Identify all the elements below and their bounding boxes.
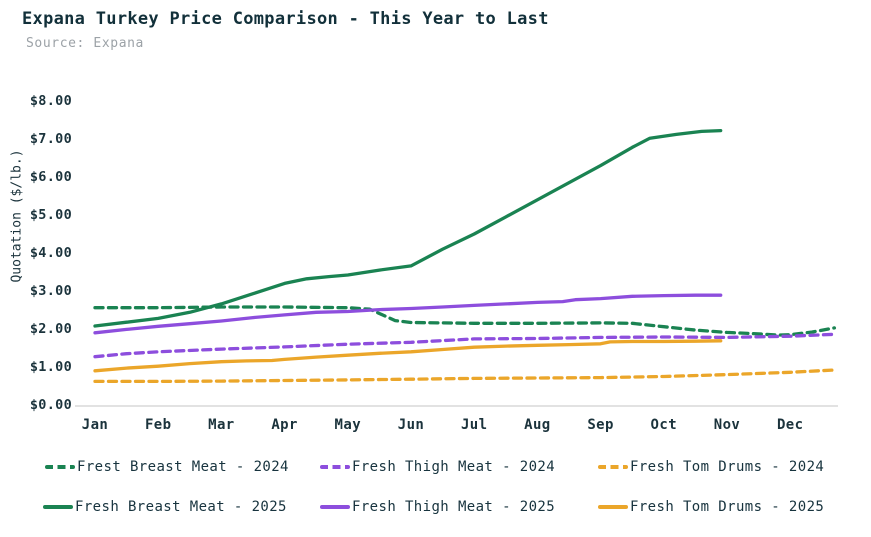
chart-canvas (75, 128, 838, 407)
legend-item-thigh-2024: Fresh Thigh Meat - 2024 (320, 458, 555, 476)
legend-swatch-thigh-2024 (320, 465, 350, 469)
x-tick-label: Mar (208, 417, 235, 433)
x-tick-label: Jun (397, 417, 425, 433)
y-tick-label: $3.00 (29, 283, 72, 299)
series-line-breast-2025 (93, 128, 723, 328)
legend-item-tom-drums-2024: Fresh Tom Drums - 2024 (598, 458, 824, 476)
series-line-tom-drums-2024 (93, 368, 837, 384)
chart-source: Source: Expana (26, 36, 144, 51)
x-tick-label: Aug (524, 417, 551, 433)
legend-swatch-tom-drums-2024 (598, 465, 628, 469)
legend-label-breast-2025: Fresh Breast Meat - 2025 (75, 499, 287, 515)
series-line-thigh-2024 (93, 332, 837, 359)
x-tick-label: Jan (81, 417, 109, 433)
x-tick-label: Feb (144, 417, 172, 433)
y-tick-label: $8.00 (29, 93, 72, 109)
legend-swatch-breast-2025 (43, 505, 73, 509)
legend-item-breast-2025: Fresh Breast Meat - 2025 (43, 498, 287, 516)
y-tick-label: $0.00 (29, 397, 72, 413)
series-line-thigh-2025 (93, 293, 723, 335)
legend-swatch-tom-drums-2025 (598, 505, 628, 509)
x-tick-label: Dec (776, 417, 804, 433)
x-tick-label: Nov (713, 417, 741, 433)
x-tick-label: Apr (271, 417, 298, 433)
x-tick-label: Oct (650, 417, 678, 433)
y-tick-label: $5.00 (29, 207, 72, 223)
legend-label-thigh-2025: Fresh Thigh Meat - 2025 (352, 499, 556, 515)
y-tick-label: $2.00 (29, 321, 72, 337)
legend-label-thigh-2024: Fresh Thigh Meat - 2024 (352, 459, 556, 475)
legend-label-breast-2024: Frest Breast Meat - 2024 (77, 459, 289, 475)
chart-title: Expana Turkey Price Comparison - This Ye… (22, 9, 549, 29)
y-tick-label: $6.00 (29, 169, 72, 185)
legend-item-breast-2024: Frest Breast Meat - 2024 (45, 458, 289, 476)
y-tick-label: $7.00 (29, 131, 72, 147)
y-tick-label: $1.00 (29, 359, 72, 375)
x-tick-label: Jul (460, 417, 488, 433)
x-tick-label: Sep (587, 417, 614, 433)
legend-label-tom-drums-2025: Fresh Tom Drums - 2025 (630, 499, 825, 515)
x-tick-label: May (334, 417, 362, 433)
plot-area: $8.00 $7.00 $6.00 $5.00 $4.00 $3.00 $2.00 $1.00… (29, 93, 838, 433)
series-line-tom-drums-2025 (93, 339, 723, 373)
legend-swatch-breast-2024 (45, 465, 75, 469)
legend-label-tom-drums-2024: Fresh Tom Drums - 2024 (630, 459, 825, 475)
legend-item-tom-drums-2025: Fresh Tom Drums - 2025 (598, 498, 824, 516)
y-tick-label: $4.00 (29, 245, 72, 261)
legend-item-thigh-2025: Fresh Thigh Meat - 2025 (320, 498, 555, 516)
legend-swatch-thigh-2025 (320, 505, 350, 509)
